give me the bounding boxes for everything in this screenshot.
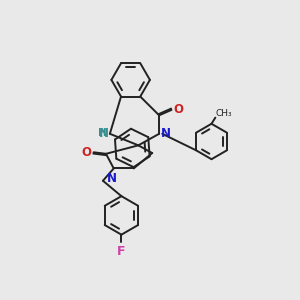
Text: N: N — [99, 127, 109, 140]
Text: F: F — [117, 245, 126, 258]
Text: CH₃: CH₃ — [215, 109, 232, 118]
Text: N: N — [161, 127, 171, 140]
Text: H: H — [98, 128, 107, 138]
Text: N: N — [107, 172, 117, 185]
Text: O: O — [174, 103, 184, 116]
Text: O: O — [81, 146, 92, 159]
